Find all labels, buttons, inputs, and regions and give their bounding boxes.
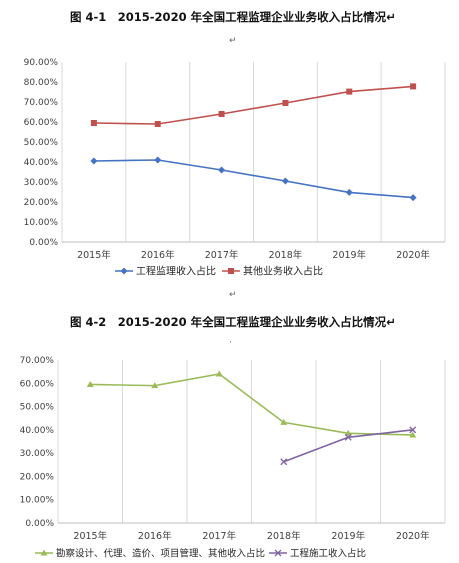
chart2-series-1-point [151, 382, 159, 389]
chart2-series-2-point-stroke [280, 458, 288, 466]
chart1-series-1-point [409, 194, 417, 202]
chart2-revenue-share: 0.00% 10.00% 20.00% 30.00% 40.00% 50.00% 60.00… [20, 356, 446, 560]
chart2-series-1-point [409, 431, 417, 438]
chart1-series-1-point [154, 156, 162, 164]
chart1-x-tick-label: 2018年 [269, 249, 303, 261]
chart1-series-2-point [282, 100, 289, 106]
chart2-series-2-point-stroke [409, 426, 417, 434]
chart2-series-2-point [344, 433, 352, 441]
chart2-x-tick-label: 2017年 [202, 530, 236, 542]
chart1-series-2-point [346, 88, 353, 95]
chart2-caption: 图 4-2 2015-2020 年全国工程监理企业业务收入占比情况↵ [70, 315, 396, 329]
chart2-x-tick-label: 2015年 [73, 530, 107, 542]
chart2-legend-marker-stroke [274, 549, 282, 557]
chart1-y-tick-label: 10.00% [24, 218, 59, 228]
chart2-x-tick-label: 2019年 [331, 530, 365, 542]
chart2-legend-label: 勘察设计、代理、造价、项目管理、其他收入占比 [56, 548, 265, 560]
chart2-y-tick-label: 60.00% [20, 379, 55, 389]
chart1-revenue-share: 0.00% 10.00% 20.00% 30.00% 40.00% 50.00% 60.00… [24, 58, 446, 278]
chart1-x-tick-label: 2016年 [141, 249, 175, 261]
chart2-x-tick-label: 2016年 [138, 530, 172, 542]
chart1-y-tick-label: 90.00% [24, 58, 59, 68]
chart1-y-tick-label: 30.00% [24, 178, 59, 188]
chart2-legend-label: 工程施工收入占比 [290, 548, 366, 560]
chart1-legend-marker [228, 268, 234, 274]
chart1-series-2-line [93, 85, 414, 125]
chart1-legend-marker [120, 267, 128, 275]
chart1-series-1-point [281, 177, 289, 185]
chart1-y-tick-label: 20.00% [24, 198, 59, 208]
chart2-series-1-line [90, 373, 413, 436]
chart2-legend-marker [40, 549, 48, 556]
chart2-y-tick-label: 20.00% [20, 472, 55, 482]
chart1-series-1-line [93, 159, 414, 199]
chart1-y-tick-label: 50.00% [24, 138, 59, 148]
chart1-series-1-point [345, 188, 353, 196]
chart2-series-2-point-stroke [344, 433, 352, 441]
chart2-y-tick-label: 40.00% [20, 426, 55, 436]
chart2-series-2-point [409, 426, 417, 434]
chart2-y-tick-label: 10.00% [20, 496, 55, 506]
chart2-y-tick-label: 30.00% [20, 449, 55, 459]
chart2-series-1-point [344, 429, 352, 436]
chart2-series-1-point [280, 418, 288, 425]
chart1-legend-label: 其他业务收入占比 [243, 265, 323, 278]
chart2-y-tick-label: 0.00% [25, 519, 54, 529]
chart1-x-tick-label: 2020年 [396, 249, 430, 261]
chart2-legend-marker [274, 549, 282, 557]
chart1-x-tick-label: 2019年 [332, 249, 366, 261]
chart1-series-2-point [90, 120, 97, 126]
chart1-y-tick-label: 0.00% [29, 238, 58, 248]
chart1-x-tick-label: 2017年 [205, 249, 239, 261]
chart2-series-1-point [86, 380, 94, 387]
chart1-y-tick-label: 60.00% [24, 118, 59, 128]
chart1-y-tick-label: 40.00% [24, 158, 59, 168]
chart1-series-1-point [90, 157, 98, 165]
chart2-y-tick-label: 50.00% [20, 403, 55, 413]
chart2-series-2-point [280, 458, 288, 466]
chart2-series-1-point [215, 370, 223, 377]
chart1-series-2-point [154, 121, 161, 127]
chart2-x-tick-label: 2018年 [267, 530, 301, 542]
chart1-x-tick-label: 2015年 [77, 249, 111, 261]
paragraph-mark: ↵ [229, 36, 237, 46]
chart1-y-tick-label: 70.00% [24, 98, 59, 108]
chart1-series-2-point [410, 83, 417, 90]
chart1-caption: 图 4-1 2015-2020 年全国工程监理企业业务收入占比情况↵ [70, 10, 396, 24]
chart2-y-tick-label: 70.00% [20, 356, 55, 366]
chart1-y-tick-label: 80.00% [24, 78, 59, 88]
paragraph-mark: ↵ [229, 290, 237, 300]
chart1-series-1-point [218, 166, 226, 174]
paragraph-mark: · [229, 338, 232, 348]
chart1-series-2-point [218, 111, 225, 117]
chart1-legend-label: 工程监理收入占比 [136, 265, 216, 278]
chart2-x-tick-label: 2020年 [396, 530, 430, 542]
